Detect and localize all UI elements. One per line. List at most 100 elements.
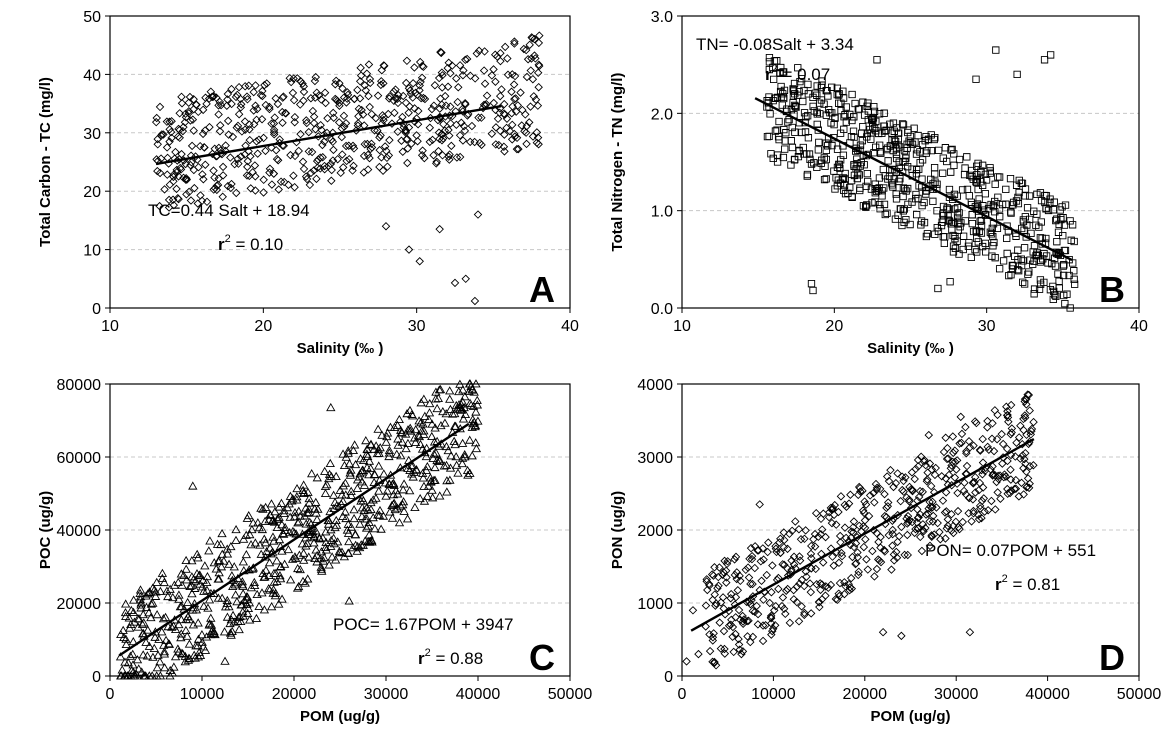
data-point [891, 478, 901, 488]
data-point [414, 106, 423, 116]
data-point [953, 488, 962, 498]
data-point [188, 481, 198, 490]
data-point [224, 602, 234, 611]
data-point [159, 663, 170, 672]
data-point [212, 185, 222, 195]
data-point [317, 566, 327, 575]
data-point [521, 128, 531, 137]
data-point [422, 461, 432, 471]
data-point [941, 534, 950, 543]
data-point [756, 557, 766, 566]
data-point [309, 538, 319, 547]
data-point [817, 525, 827, 534]
data-point [404, 108, 413, 117]
data-point [174, 619, 184, 629]
data-point [908, 198, 916, 206]
data-point [176, 601, 187, 611]
y-tick-label: 3.0 [651, 9, 673, 26]
data-point [184, 107, 194, 116]
data-point [340, 507, 350, 516]
data-point [250, 538, 261, 547]
data-point [939, 232, 947, 241]
data-point [1022, 430, 1031, 440]
data-point [433, 393, 444, 402]
data-point [916, 148, 924, 156]
data-point [447, 409, 458, 418]
data-point [939, 154, 947, 162]
data-point [361, 86, 371, 95]
data-point [437, 100, 447, 109]
data-point [1003, 413, 1013, 422]
y-tick-label: 3000 [637, 450, 673, 467]
data-point [245, 135, 255, 145]
data-point [853, 174, 861, 183]
data-point [165, 125, 174, 134]
data-point [830, 167, 838, 175]
x-tick-label: 20 [825, 318, 843, 335]
data-point [274, 502, 284, 511]
data-point [1009, 198, 1018, 207]
data-point [801, 128, 810, 136]
data-point [334, 118, 344, 127]
data-point [813, 82, 821, 90]
data-point [318, 152, 327, 162]
data-point [994, 173, 1002, 181]
data-point [240, 82, 250, 91]
data-point [236, 616, 246, 626]
data-point [880, 109, 888, 117]
data-point [722, 573, 731, 582]
panel-d: 0 10000 20000 30000 40000 5000001000200030004… [609, 377, 1161, 725]
data-point [312, 88, 322, 97]
data-point [349, 440, 360, 449]
data-point [983, 423, 992, 432]
data-point [1039, 255, 1047, 263]
data-point [851, 539, 861, 548]
data-point [197, 630, 207, 639]
data-point [927, 531, 936, 540]
data-point [1016, 421, 1025, 430]
data-point [968, 173, 976, 181]
data-point [969, 227, 978, 236]
data-point [437, 83, 447, 92]
data-point [972, 226, 980, 235]
data-point [232, 597, 242, 606]
data-point [988, 470, 998, 480]
data-point [884, 175, 892, 183]
data-point [799, 97, 807, 106]
data-point [1008, 261, 1017, 270]
data-point [499, 142, 509, 151]
data-point [143, 625, 153, 634]
data-point [817, 159, 825, 167]
data-point [392, 449, 402, 458]
data-point [338, 511, 348, 521]
data-point [724, 621, 734, 630]
panel-letter: D [1099, 637, 1125, 678]
data-point [896, 496, 905, 506]
data-point [518, 105, 527, 115]
data-point [729, 647, 738, 657]
data-point [880, 511, 890, 521]
data-point [121, 639, 131, 649]
data-point [437, 130, 447, 139]
data-point [340, 122, 349, 131]
data-point [929, 197, 937, 205]
data-point [822, 155, 830, 164]
data-point [530, 34, 539, 44]
data-point [393, 440, 403, 449]
data-point [227, 84, 236, 94]
data-point [1026, 215, 1034, 224]
data-point [730, 555, 739, 564]
data-point [380, 478, 391, 487]
data-point [907, 517, 917, 527]
data-point [362, 444, 373, 454]
data-point [425, 398, 435, 408]
data-point [370, 524, 380, 533]
data-point [178, 126, 188, 136]
data-point [433, 115, 443, 125]
data-point [302, 538, 312, 547]
data-point [848, 193, 856, 201]
data-point [1002, 200, 1010, 208]
data-point [155, 201, 164, 211]
x-tick-label: 10 [101, 318, 119, 335]
